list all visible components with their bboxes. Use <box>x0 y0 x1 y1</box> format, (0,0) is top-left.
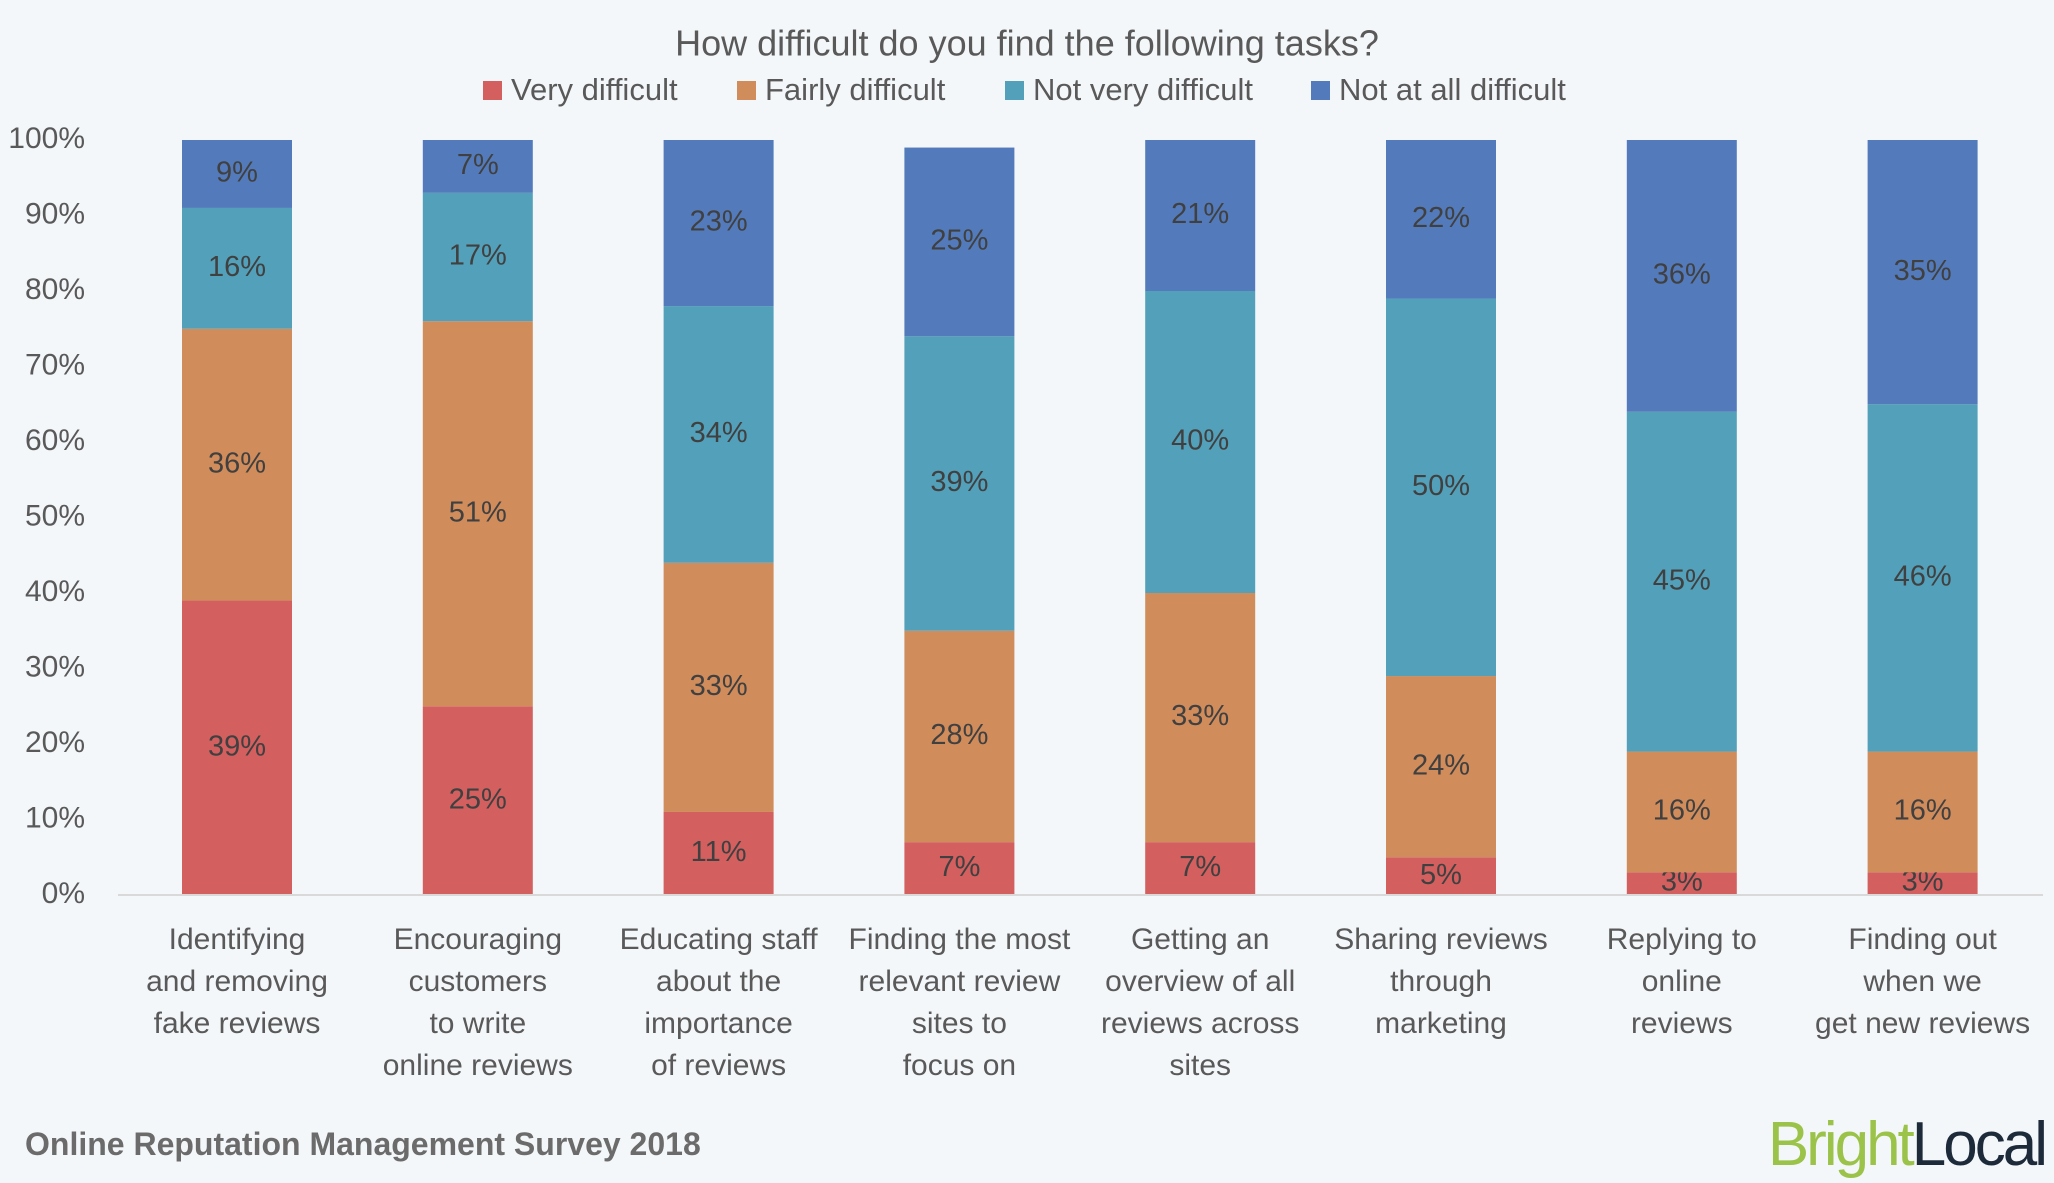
bar-segment <box>182 140 292 208</box>
bar-segment <box>422 140 533 193</box>
data-label: 25% <box>930 225 988 257</box>
y-tick-label: 0% <box>42 877 85 910</box>
data-label: 50% <box>1412 470 1470 502</box>
x-category-label: Sharing reviews through marketing <box>1334 923 1547 1040</box>
legend-label: Not very difficult <box>1033 72 1253 107</box>
x-category-label: Encouraging customers to write online revie… <box>383 923 573 1082</box>
bar-segment <box>1386 140 1496 299</box>
legend-swatch <box>1311 81 1330 100</box>
data-label: 34% <box>690 417 748 449</box>
chart-title: How difficult do you find the following … <box>675 23 1379 64</box>
data-label: 36% <box>208 447 266 479</box>
data-label: 45% <box>1653 564 1711 596</box>
bar-segment <box>1626 872 1737 895</box>
y-tick-label: 70% <box>25 348 85 381</box>
y-tick-label: 90% <box>25 197 85 230</box>
y-axis: 0% 10% 20% 30% 40% 50% 60% 70% 80% 90% 100% <box>8 122 85 910</box>
data-label: 5% <box>1420 859 1462 891</box>
bar-segment <box>663 306 774 563</box>
bar-segment <box>1386 857 1496 895</box>
legend-swatch <box>483 81 502 100</box>
data-label: 16% <box>1653 795 1711 827</box>
data-label: 33% <box>1171 700 1229 732</box>
data-label: 36% <box>1653 259 1711 291</box>
bar-segment <box>1626 751 1737 873</box>
y-tick-label: 10% <box>25 801 85 834</box>
y-tick-label: 40% <box>25 575 85 608</box>
bar-segment <box>1386 298 1496 677</box>
x-category-label: Identifying and removing fake reviews <box>146 923 328 1040</box>
bar-segment <box>904 842 1015 895</box>
data-label: 40% <box>1171 425 1229 457</box>
legend-swatch <box>1005 81 1024 100</box>
bar-segment <box>182 328 292 601</box>
bar-segment <box>182 207 292 329</box>
bar-segment <box>1386 676 1496 858</box>
y-tick-label: 100% <box>8 122 85 155</box>
legend-label: Fairly difficult <box>765 72 946 107</box>
legend-swatch <box>737 81 756 100</box>
bar-segment <box>422 706 533 895</box>
x-category-label: Finding the most relevant review sites to f… <box>849 923 1071 1082</box>
data-label: 24% <box>1412 749 1470 781</box>
data-label: 7% <box>457 149 499 181</box>
bar-segment <box>1145 140 1256 291</box>
bar-segment <box>422 321 533 707</box>
bar-segment <box>1867 404 1978 752</box>
x-axis: Identifying and removing fake reviews Encou… <box>146 923 2030 1082</box>
bar-segment <box>1626 140 1737 412</box>
data-label: 33% <box>690 670 748 702</box>
y-tick-label: 50% <box>25 499 85 532</box>
bars: 39% 36% 16% 9% 25% 51% 17% 7% 11% 33% 34% 23% 7% 28% 3… <box>182 140 1978 898</box>
bar-segment <box>1145 842 1256 895</box>
data-label: 11% <box>691 836 747 868</box>
bar-segment <box>904 630 1015 843</box>
x-category-label: Finding out when we get new reviews <box>1815 923 2030 1040</box>
bar-segment <box>1145 593 1256 843</box>
bar-segment <box>663 562 774 812</box>
data-label: 22% <box>1412 202 1470 234</box>
bar-segment <box>1867 751 1978 873</box>
bar-segment <box>904 147 1015 337</box>
bar-segment <box>1145 291 1256 593</box>
data-label: 21% <box>1171 198 1229 230</box>
data-label: 7% <box>938 851 980 883</box>
bar-segment <box>663 811 774 895</box>
data-label: 51% <box>449 496 507 528</box>
legend-label: Very difficult <box>511 72 678 107</box>
x-category-label: Replying to online reviews <box>1607 923 1757 1040</box>
data-label: 23% <box>690 206 748 238</box>
data-label: 39% <box>930 466 988 498</box>
x-category-label: Educating staff about the importance of rev… <box>620 923 819 1082</box>
footer-source: Online Reputation Management Survey 2018 <box>25 1126 701 1162</box>
bar-segment <box>1867 872 1978 895</box>
y-tick-label: 20% <box>25 726 85 759</box>
bar-segment <box>904 336 1015 631</box>
data-label: 16% <box>208 251 266 283</box>
data-label: 17% <box>449 240 507 272</box>
data-label: 28% <box>930 719 988 751</box>
y-tick-label: 30% <box>25 650 85 683</box>
legend-label: Not at all difficult <box>1339 72 1566 107</box>
data-label: 39% <box>208 730 266 762</box>
data-label: 7% <box>1179 851 1221 883</box>
bar-segment <box>1867 140 1978 405</box>
legend: Very difficult Fairly difficult Not very d… <box>483 72 1566 107</box>
y-tick-label: 80% <box>25 273 85 306</box>
bar-segment <box>182 600 292 895</box>
data-label: 46% <box>1894 561 1952 593</box>
brightlocal-logo: BrightLocal <box>1768 1110 2045 1179</box>
data-label: 9% <box>216 157 258 189</box>
bar-segment <box>663 140 774 307</box>
data-label: 16% <box>1894 795 1952 827</box>
bar-segment <box>1626 411 1737 752</box>
data-label: 35% <box>1894 255 1952 287</box>
x-category-label: Getting an overview of all reviews across s… <box>1101 923 1299 1082</box>
data-label: 25% <box>449 783 507 815</box>
y-tick-label: 60% <box>25 424 85 457</box>
bar-segment <box>422 192 533 322</box>
